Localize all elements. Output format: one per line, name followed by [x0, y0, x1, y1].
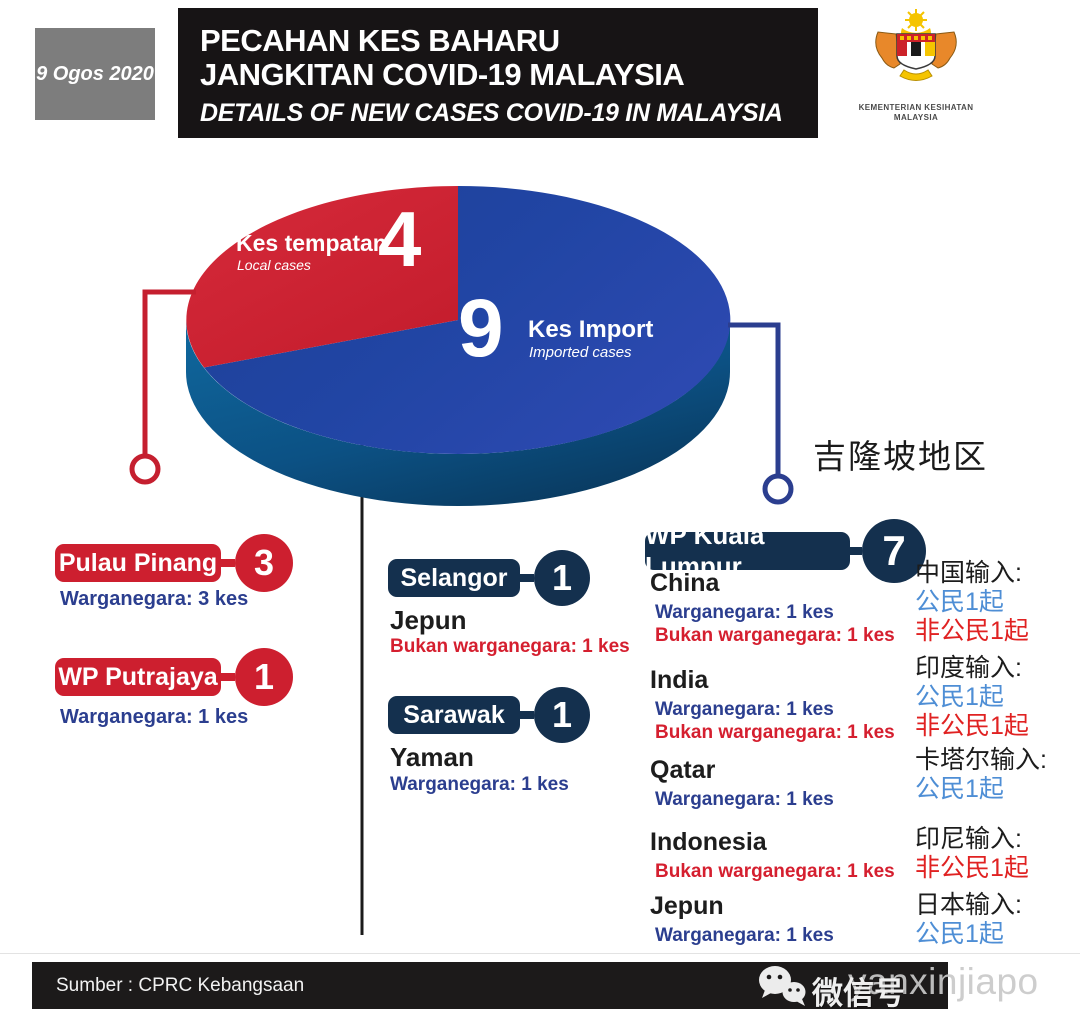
kl-country-jepun: Jepun Warganegara: 1 kes	[650, 891, 834, 947]
cn-region-label: 吉隆坡地区	[813, 438, 988, 475]
blue-leader-dot	[762, 473, 794, 505]
region-pill: Pulau Pinang	[55, 544, 221, 582]
cn-title: 日本输入:	[915, 891, 1022, 919]
cn-noncitizen-line: 非公民1起	[915, 617, 1029, 645]
malaysia-coat-of-arms-icon	[875, 9, 957, 81]
cn-citizen-line: 公民1起	[915, 775, 1004, 803]
cn-item-qatar: 卡塔尔输入: 公民1起	[915, 745, 1047, 804]
region-pulau-pinang: Pulau Pinang 3	[55, 534, 293, 592]
date-label: 9 Ogos 2020	[36, 62, 154, 85]
red-leader-dot	[129, 453, 161, 485]
noncitizen-line: Bukan warganegara: 1 kes	[655, 625, 895, 646]
region-detail: Warganegara: 1 kes	[60, 706, 249, 728]
origin-country: Jepun	[390, 605, 467, 635]
citizen-line: Warganegara: 1 kes	[655, 699, 834, 720]
ministry-name: KEMENTERIAN KESIHATAN MALAYSIA	[846, 103, 986, 123]
pie-value-local: 4	[378, 195, 422, 283]
cn-title: 卡塔尔输入:	[915, 746, 1047, 774]
country-name: Indonesia	[650, 828, 767, 856]
noncitizen-line: Bukan warganegara: 1 kes	[655, 722, 895, 743]
citizen-line: Warganegara: 1 kes	[655, 789, 834, 810]
cn-noncitizen-line: 非公民1起	[915, 854, 1029, 882]
cn-citizen-line: 公民1起	[915, 588, 1004, 616]
region-detail: Warganegara: 1 kes	[390, 774, 569, 795]
pie-slice-local	[186, 186, 458, 368]
cn-title: 中国输入:	[915, 559, 1022, 587]
region-sarawak: Sarawak 1	[388, 687, 590, 743]
red-leader-line	[142, 289, 196, 455]
pie-side	[186, 320, 730, 506]
blue-leader-line	[728, 322, 781, 475]
kl-country-qatar: Qatar Warganegara: 1 kes	[650, 755, 834, 811]
citizen-line: Warganegara: 1 kes	[655, 925, 834, 946]
pill-connector	[221, 559, 235, 567]
kl-country-indonesia: Indonesia Bukan warganegara: 1 kes	[650, 827, 895, 883]
region-detail: Bukan warganegara: 1 kes	[390, 636, 630, 657]
country-name: India	[650, 666, 709, 694]
subtitle: DETAILS OF NEW CASES COVID-19 IN MALAYSI…	[200, 99, 783, 127]
region-pill: WP Kuala Lumpur	[645, 520, 850, 581]
pill-connector	[520, 574, 534, 582]
ministry-line-2: MALAYSIA	[893, 113, 939, 122]
country-name: Qatar	[650, 756, 716, 784]
region-count-badge: 3	[235, 534, 293, 592]
ministry-logo-block: KEMENTERIAN KESIHATAN MALAYSIA	[846, 8, 986, 123]
region-selangor: Selangor 1	[388, 550, 590, 606]
pie-label-imported: Kes Import	[528, 316, 654, 343]
cn-item-japan: 日本输入: 公民1起	[915, 890, 1022, 949]
cn-item-indonesia: 印尼输入: 非公民1起	[915, 824, 1029, 883]
origin-country: Yaman	[390, 742, 474, 772]
watermark-wechat-label: 微信号	[812, 976, 905, 1011]
cn-title: 印尼输入:	[915, 825, 1022, 853]
region-wp-kuala-lumpur: WP Kuala Lumpur 7	[645, 519, 926, 583]
cn-noncitizen-line: 非公民1起	[915, 712, 1029, 740]
title-line-1: PECAHAN KES BAHARU	[200, 23, 560, 58]
footer-separator	[0, 953, 1080, 954]
country-name: Jepun	[650, 892, 724, 920]
pie-value-imported: 9	[458, 283, 504, 374]
region-detail: Warganegara: 3 kes	[60, 588, 249, 610]
pill-connector	[221, 673, 235, 681]
cn-title: 印度输入:	[915, 654, 1022, 682]
region-count-badge: 1	[534, 550, 590, 606]
watermark-handle: yanxinjiapo	[848, 961, 1039, 1002]
citizen-line: Warganegara: 1 kes	[655, 602, 834, 623]
region-count-badge: 1	[235, 648, 293, 706]
region-pill: Sarawak	[388, 696, 520, 734]
wechat-icon	[757, 964, 809, 1015]
region-pill: Selangor	[388, 559, 520, 597]
region-pill: WP Putrajaya	[55, 658, 221, 696]
title-line-2: JANGKITAN COVID-19 MALAYSIA	[200, 57, 685, 92]
region-count-badge: 7	[862, 519, 926, 583]
source-label: Sumber : CPRC Kebangsaan	[56, 975, 305, 996]
region-wp-putrajaya: WP Putrajaya 1	[55, 648, 293, 706]
pie-label-local: Kes tempatan	[236, 230, 387, 256]
pie-sublabel-local: Local cases	[237, 257, 311, 273]
title-box: PECAHAN KES BAHARU JANGKITAN COVID-19 MA…	[178, 8, 818, 138]
country-name: China	[650, 569, 720, 597]
noncitizen-line: Bukan warganegara: 1 kes	[655, 861, 895, 882]
cn-citizen-line: 公民1起	[915, 920, 1004, 948]
pie-slice-imported	[204, 185, 731, 454]
pill-connector	[520, 711, 534, 719]
cn-citizen-line: 公民1起	[915, 683, 1004, 711]
pie-sublabel-imported: Imported cases	[529, 344, 632, 361]
pill-connector	[850, 547, 862, 555]
kl-country-china: China Warganegara: 1 kes Bukan warganega…	[650, 568, 895, 647]
cn-item-india: 印度输入: 公民1起 非公民1起	[915, 653, 1029, 741]
kl-country-india: India Warganegara: 1 kes Bukan warganega…	[650, 665, 895, 744]
ministry-line-1: KEMENTERIAN KESIHATAN	[858, 103, 974, 112]
date-box: 9 Ogos 2020	[35, 28, 155, 120]
region-count-badge: 1	[534, 687, 590, 743]
cn-item-china: 中国输入: 公民1起 非公民1起	[915, 558, 1029, 646]
